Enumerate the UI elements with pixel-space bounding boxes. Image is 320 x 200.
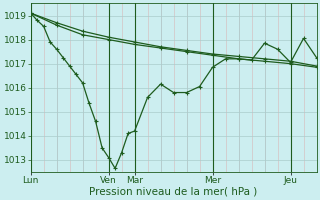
X-axis label: Pression niveau de la mer( hPa ): Pression niveau de la mer( hPa ) [90,187,258,197]
